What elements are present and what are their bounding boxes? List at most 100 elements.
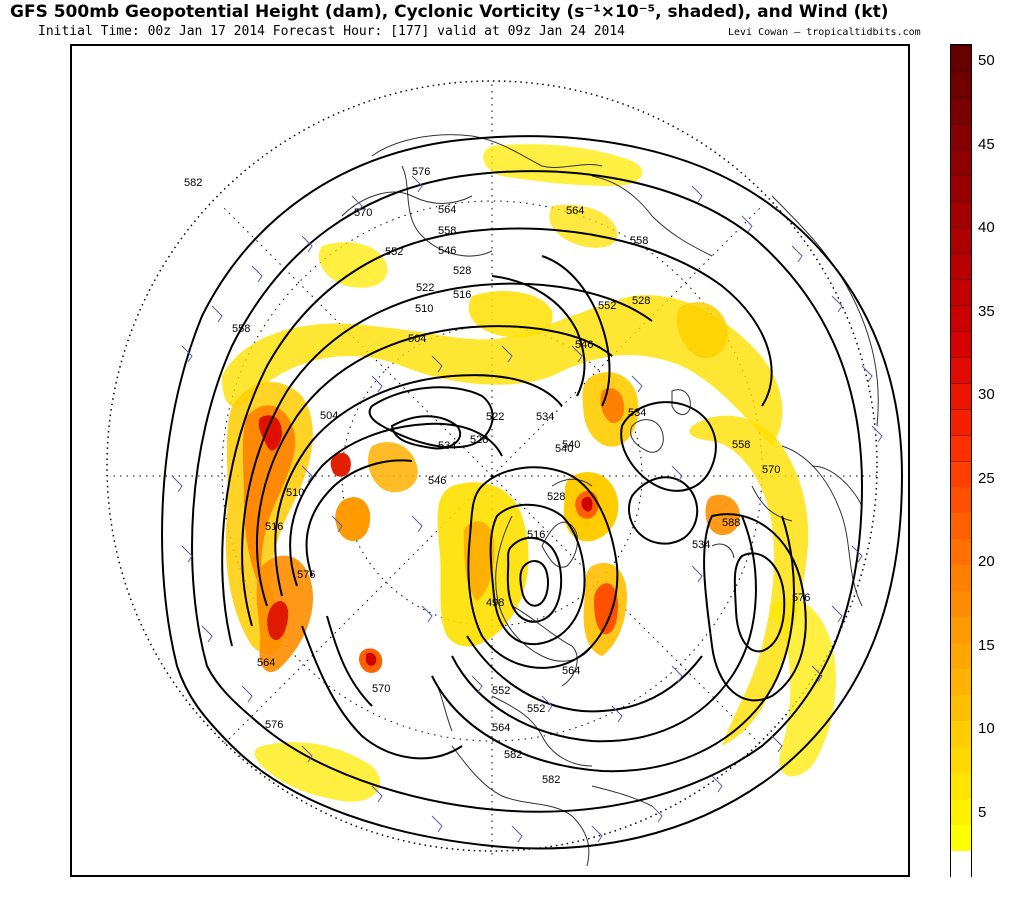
colorbar-segment	[951, 824, 971, 851]
colorbar-segment	[951, 382, 971, 410]
colorbar-segment	[951, 460, 971, 487]
contour-label: 576	[265, 719, 283, 731]
contour-labels: 576 582 570 564 558 552 546 528 522 516 …	[184, 166, 810, 786]
contour-label: 576	[297, 569, 315, 581]
colorbar-tick-label: 45	[978, 135, 995, 153]
contour-label: 552	[385, 246, 403, 258]
colorbar-segment	[951, 850, 971, 877]
map-panel: 576 582 570 564 558 552 546 528 522 516 …	[70, 44, 910, 877]
colorbar-tick-label: 5	[978, 803, 987, 821]
colorbar-segment	[951, 720, 971, 747]
colorbar-segment	[951, 772, 971, 799]
colorbar-segment	[951, 746, 971, 773]
colorbar-tick-label: 30	[978, 386, 995, 403]
height-contours	[161, 135, 904, 850]
contour-label: 504	[320, 410, 338, 422]
contour-label: 528	[547, 491, 565, 503]
colorbar-segment	[951, 45, 971, 72]
contour-label: 534	[536, 411, 554, 423]
colorbar-segment	[951, 486, 971, 513]
colorbar-segment	[951, 148, 971, 176]
colorbar-segment	[951, 356, 971, 384]
contour-label: 504	[408, 333, 426, 345]
colorbar-tick-label: 15	[978, 636, 995, 654]
colorbar-segment	[951, 174, 971, 202]
colorbar-tick-label: 25	[978, 469, 995, 487]
colorbar-segment	[951, 538, 971, 565]
hemisphere-outline	[106, 80, 878, 852]
colorbar-segment	[951, 694, 971, 721]
map-subtitle: Initial Time: 00z Jan 17 2014 Forecast H…	[38, 24, 625, 39]
contour-label: 534	[438, 440, 456, 452]
colorbar-segment	[951, 330, 971, 358]
colorbar-segment	[951, 226, 971, 254]
colorbar-segment	[951, 96, 971, 124]
contour-label: 546	[575, 339, 593, 351]
contour-label: 558	[630, 235, 648, 247]
contour-label: 582	[504, 749, 522, 761]
colorbar-tick-label: 10	[978, 720, 995, 737]
colorbar-segment	[951, 642, 971, 669]
contour-label: 516	[527, 529, 545, 541]
contour-label: 546	[428, 475, 446, 487]
contour-label: 498	[486, 597, 504, 609]
contour-label: 540	[555, 443, 573, 455]
map-credit: Levi Cowan – tropicaltidbits.com	[728, 27, 921, 38]
colorbar-tick-label: 40	[978, 219, 995, 236]
contour-label: 528	[453, 265, 471, 277]
vorticity-shading	[222, 144, 836, 802]
colorbar-segment	[951, 616, 971, 643]
colorbar-tick-label: 20	[978, 553, 995, 570]
contour-label: 570	[762, 464, 780, 476]
contour-label: 570	[354, 207, 372, 219]
contour-label: 528	[632, 295, 650, 307]
map-canvas: 576 582 570 564 558 552 546 528 522 516 …	[106, 80, 904, 867]
colorbar-segment	[951, 564, 971, 591]
contour-label: 516	[265, 521, 283, 533]
colorbar-segment	[951, 70, 971, 98]
colorbar-segment	[951, 278, 971, 306]
contour-label: 576	[412, 166, 430, 178]
colorbar-segment	[951, 252, 971, 280]
contour-label: 516	[453, 289, 471, 301]
colorbar-segment	[951, 122, 971, 150]
colorbar-segment	[951, 434, 971, 461]
contour-label: 564	[438, 204, 456, 216]
contour-label: 540	[562, 439, 580, 451]
contour-label: 534	[628, 407, 646, 419]
colorbar-tick-label: 35	[978, 302, 995, 320]
colorbar-segment	[951, 668, 971, 695]
colorbar-segment	[951, 200, 971, 228]
contour-label: 564	[492, 722, 510, 734]
contour-label: 588	[722, 517, 740, 529]
contour-label: 534	[692, 539, 710, 551]
vorticity-colorbar	[950, 44, 972, 877]
contour-label: 570	[372, 683, 390, 695]
contour-label: 564	[566, 205, 584, 217]
contour-label: 564	[562, 665, 580, 677]
colorbar-segment	[951, 798, 971, 825]
contour-label: 528	[470, 434, 488, 446]
contour-label: 582	[184, 177, 202, 189]
colorbar-segment	[951, 512, 971, 539]
contour-label: 582	[542, 774, 560, 786]
colorbar-segment	[951, 304, 971, 332]
contour-label: 522	[486, 411, 504, 423]
contour-label: 510	[286, 487, 304, 499]
colorbar-segment	[951, 590, 971, 617]
contour-label: 552	[598, 300, 616, 312]
contour-label: 522	[416, 282, 434, 294]
contour-label: 558	[232, 323, 250, 335]
contour-label: 558	[732, 439, 750, 451]
colorbar-segment	[951, 408, 971, 436]
contour-label: 510	[415, 303, 433, 315]
wind-barbs	[171, 175, 883, 843]
map-title: GFS 500mb Geopotential Height (dam), Cyc…	[10, 2, 889, 22]
colorbar-tick-label: 50	[978, 52, 995, 69]
contour-label: 558	[438, 225, 456, 237]
contour-label: 564	[257, 657, 275, 669]
contour-label: 552	[492, 685, 510, 697]
contour-label: 576	[792, 592, 810, 604]
contour-label: 546	[438, 245, 456, 257]
contour-label: 552	[527, 703, 545, 715]
